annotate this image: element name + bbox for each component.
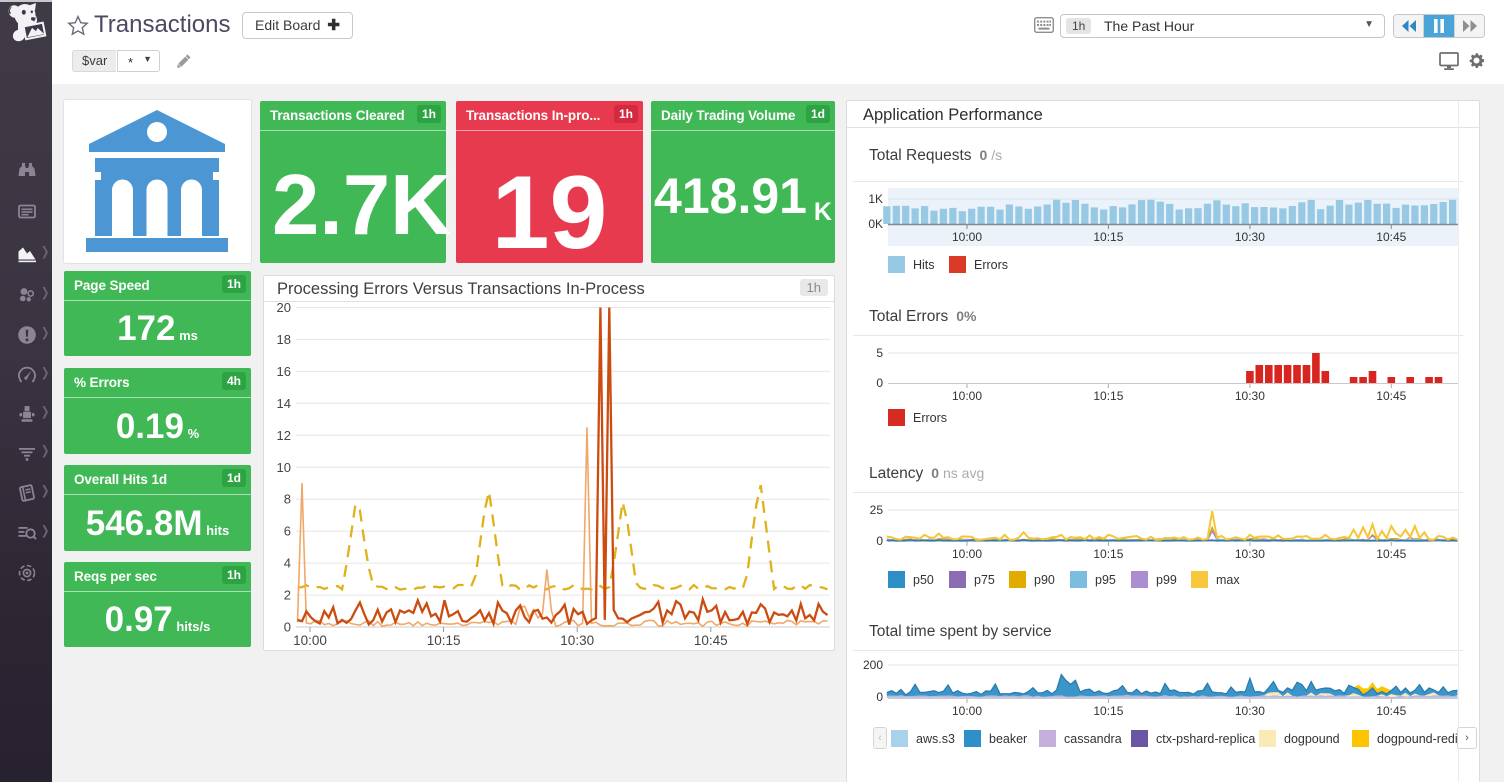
- svg-text:10:00: 10:00: [952, 389, 982, 403]
- svg-text:10: 10: [277, 460, 291, 475]
- svg-text:2: 2: [284, 588, 291, 603]
- svg-text:10:30: 10:30: [1235, 547, 1265, 560]
- svg-text:12: 12: [277, 428, 291, 443]
- svg-text:25: 25: [870, 503, 884, 517]
- svg-text:10:30: 10:30: [1235, 230, 1265, 244]
- svg-text:10:45: 10:45: [1376, 230, 1406, 244]
- svg-text:200: 200: [863, 658, 883, 672]
- svg-text:10:15: 10:15: [427, 633, 461, 648]
- svg-text:10:15: 10:15: [1093, 704, 1123, 718]
- svg-text:14: 14: [277, 396, 291, 411]
- svg-text:6: 6: [284, 524, 291, 539]
- svg-text:10:00: 10:00: [293, 633, 327, 648]
- svg-text:1K: 1K: [868, 192, 883, 206]
- svg-text:0: 0: [284, 620, 291, 635]
- svg-text:10:00: 10:00: [952, 230, 982, 244]
- svg-text:10:00: 10:00: [952, 704, 982, 718]
- svg-text:10:00: 10:00: [952, 547, 982, 560]
- svg-text:10:45: 10:45: [1376, 704, 1406, 718]
- svg-text:10:45: 10:45: [1376, 547, 1406, 560]
- svg-text:0: 0: [876, 376, 883, 390]
- svg-text:10:30: 10:30: [560, 633, 594, 648]
- svg-text:20: 20: [277, 300, 291, 315]
- svg-text:4: 4: [284, 556, 291, 571]
- svg-text:16: 16: [277, 364, 291, 379]
- svg-text:8: 8: [284, 492, 291, 507]
- svg-text:10:45: 10:45: [1376, 389, 1406, 403]
- svg-text:10:30: 10:30: [1235, 389, 1265, 403]
- svg-text:10:15: 10:15: [1093, 230, 1123, 244]
- svg-text:0K: 0K: [868, 217, 883, 231]
- svg-text:10:45: 10:45: [694, 633, 728, 648]
- svg-text:5: 5: [876, 346, 883, 360]
- svg-text:18: 18: [277, 332, 291, 347]
- svg-text:10:15: 10:15: [1093, 547, 1123, 560]
- svg-text:0: 0: [876, 690, 883, 704]
- svg-text:10:15: 10:15: [1093, 389, 1123, 403]
- svg-text:0: 0: [876, 534, 883, 548]
- svg-text:10:30: 10:30: [1235, 704, 1265, 718]
